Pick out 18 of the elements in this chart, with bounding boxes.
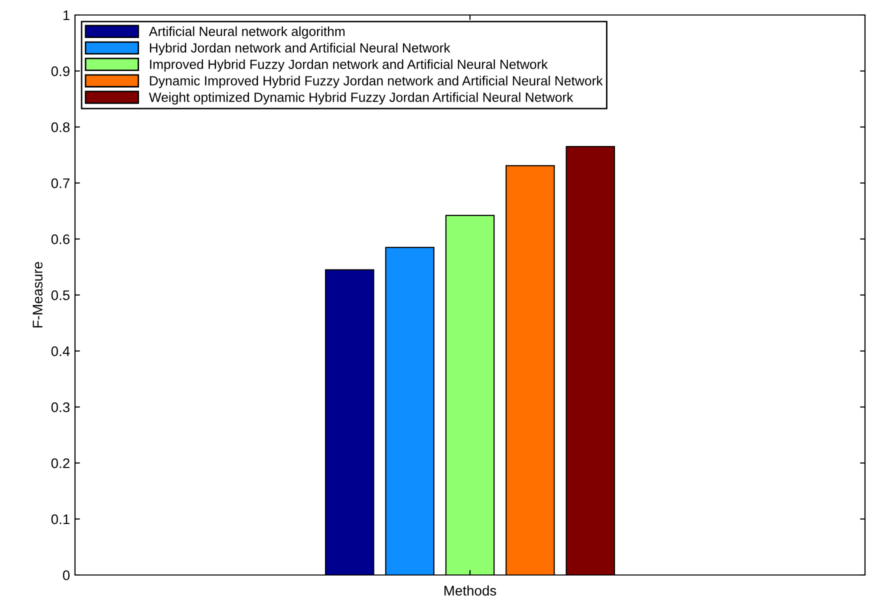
- y-tick-label: 0.7: [51, 178, 70, 188]
- y-tick-label: 0.6: [51, 234, 70, 244]
- y-tick-label: 0.5: [51, 290, 70, 300]
- y-tick-label: 0.2: [51, 458, 70, 468]
- y-axis-title: F-Measure: [32, 262, 43, 328]
- y-tick-label: 1: [63, 10, 70, 20]
- y-tick-label: 0.3: [51, 402, 70, 412]
- legend-label: Artificial Neural network algorithm: [148, 26, 345, 39]
- y-tick-label: 0: [62, 570, 70, 580]
- legend-label: Weight optimized Dynamic Hybrid Fuzzy Jordan Artificial Neural Network: [148, 92, 574, 105]
- legend-label: Dynamic Improved Hybrid Fuzzy Jordan network and Artificial Neural Network: [150, 76, 603, 88]
- y-tick-label: 0.4: [51, 346, 70, 356]
- y-tick-label: 0.8: [51, 122, 70, 132]
- legend-label: Improved Hybrid Fuzzy Jordan network and Artificial Neural Network: [150, 59, 548, 72]
- x-axis-title: Methods: [444, 585, 496, 596]
- y-tick-label: 0.1: [51, 514, 70, 524]
- legend-label: Hybrid Jordan network and Artificial Neural Network: [150, 42, 450, 56]
- y-tick-label: 0.9: [51, 66, 70, 76]
